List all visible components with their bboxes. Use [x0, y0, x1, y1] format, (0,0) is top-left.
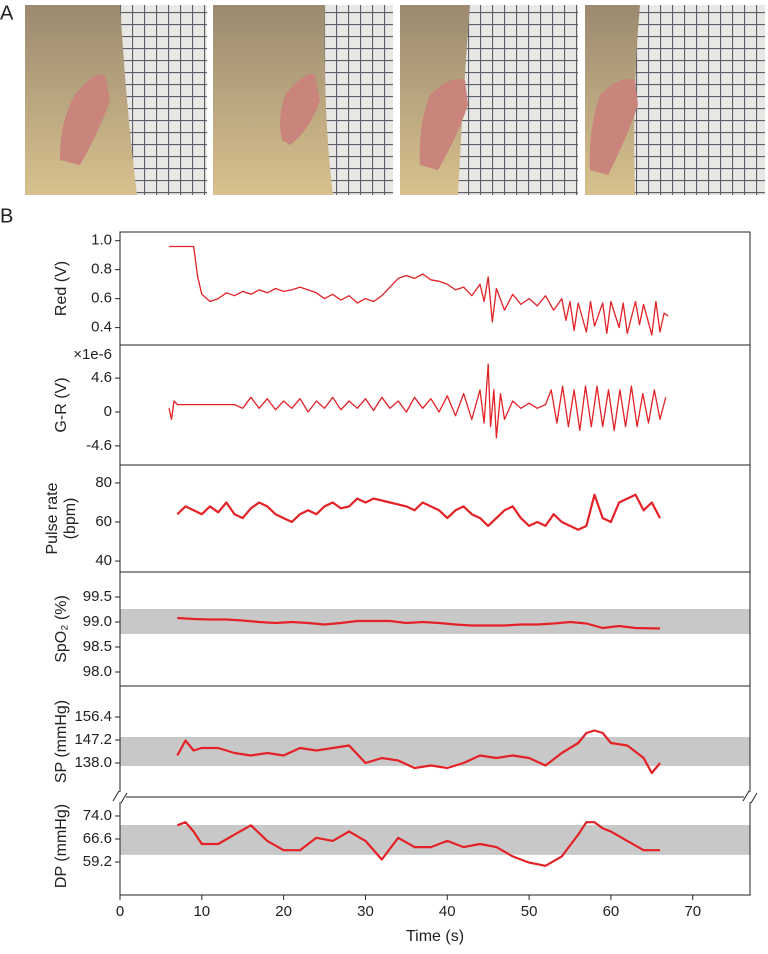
y-tick-label: 66.6 [83, 830, 112, 847]
x-tick-label: 70 [684, 903, 701, 920]
y-axis-label: SP (mmHg) [53, 700, 70, 783]
data-line [176, 729, 661, 775]
axes-frame [119, 231, 751, 346]
photo [213, 5, 393, 195]
y-tick-label: 99.5 [83, 588, 112, 605]
data-line [177, 616, 661, 630]
data-line [176, 821, 660, 867]
plots: 1.0 0.8 0.6 0.4 Red (V) 4.6 0 -4.6 G-R (V)×1e-6 8… [44, 231, 758, 945]
axis-break [112, 790, 128, 804]
axis-scale-label: ×1e-6 [73, 346, 112, 363]
y-tick-label: 0.6 [91, 290, 112, 307]
y-tick-label: 99.0 [83, 613, 112, 630]
data-line [168, 363, 667, 439]
y-tick-label: 60 [95, 513, 112, 530]
y-tick-label: -4.6 [86, 437, 112, 454]
y-axis-label: Red (V) [53, 261, 70, 316]
x-tick-label: 30 [357, 903, 374, 920]
axis-break-gap [114, 792, 126, 802]
reference-band [120, 737, 750, 766]
y-tick-label: 1.0 [91, 232, 112, 249]
axis-break [742, 790, 758, 804]
axis-break-gap [744, 792, 756, 802]
y-tick-label: 59.2 [83, 853, 112, 870]
x-tick-label: 50 [521, 903, 538, 920]
y-tick-label: 98.0 [83, 663, 112, 680]
panel-label: A [0, 2, 14, 24]
y-axis-label: G-R (V) [53, 377, 70, 432]
photo [25, 5, 207, 195]
photo [400, 5, 578, 195]
y-tick-label: 138.0 [74, 754, 112, 771]
data-line [169, 245, 669, 336]
x-tick-label: 10 [193, 903, 210, 920]
photos [25, 5, 765, 195]
y-tick-label: 156.4 [74, 708, 112, 725]
photo [585, 5, 765, 195]
y-tick-label: 0.8 [91, 261, 112, 278]
x-tick-label: 0 [116, 903, 124, 920]
panel-label: B [0, 205, 13, 227]
y-axis-label: DP (mmHg) [53, 804, 70, 888]
axes-frame [119, 464, 751, 573]
x-tick-label: 40 [439, 903, 456, 920]
y-tick-label: 40 [95, 552, 112, 569]
y-tick-label: 0 [104, 403, 112, 420]
y-tick-label: 4.6 [91, 369, 112, 386]
data-line [176, 493, 661, 531]
y-tick-label: 74.0 [83, 807, 112, 824]
y-axis-label: SpO₂ (%) [53, 595, 70, 663]
y-tick-label: 80 [95, 474, 112, 491]
y-tick-label: 98.5 [83, 638, 112, 655]
y-tick-label: 147.2 [74, 731, 112, 748]
x-tick-label: 20 [275, 903, 292, 920]
reference-band [120, 609, 750, 634]
y-axis-label: Pulse rate [44, 482, 61, 554]
axes-frame [119, 796, 751, 896]
x-tick-label: 60 [603, 903, 620, 920]
y-axis-label: (bpm) [62, 498, 79, 540]
x-axis-label: Time (s) [406, 928, 464, 945]
y-tick-label: 0.4 [91, 319, 112, 336]
